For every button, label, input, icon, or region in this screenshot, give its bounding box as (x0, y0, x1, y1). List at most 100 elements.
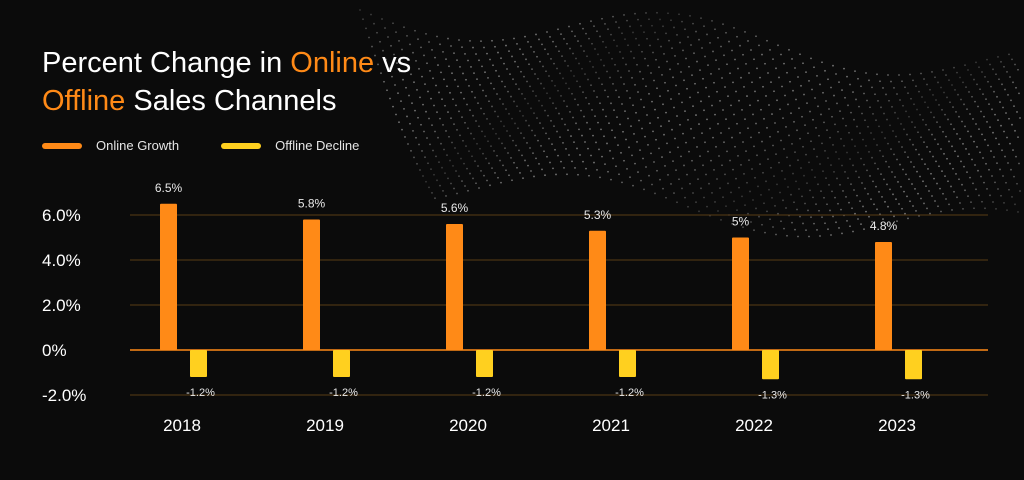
decor-dot (895, 135, 897, 138)
decor-dot (661, 156, 663, 158)
decor-dot (994, 113, 996, 116)
decor-dot (753, 58, 755, 61)
decor-dot (577, 173, 579, 176)
decor-dot (838, 81, 840, 84)
decor-dot (962, 142, 964, 145)
decor-dot (542, 127, 544, 130)
decor-dot (395, 31, 397, 34)
decor-dot (572, 116, 574, 119)
decor-dot (660, 125, 662, 128)
decor-dot (467, 59, 469, 62)
decor-dot (631, 154, 633, 157)
decor-dot (552, 40, 554, 43)
decor-dot (1001, 83, 1003, 86)
decor-dot (617, 144, 619, 147)
decor-dot (780, 220, 782, 223)
decor-dot (802, 145, 804, 148)
decor-dot (438, 161, 440, 164)
decor-dot (768, 188, 770, 191)
decor-dot (489, 184, 491, 187)
decor-dot (990, 85, 992, 88)
decor-dot (411, 102, 413, 105)
decor-dot (535, 33, 537, 36)
decor-dot (926, 83, 928, 86)
decor-dot (1019, 117, 1021, 119)
decor-dot (917, 131, 919, 134)
decor-dot (485, 95, 487, 97)
decor-dot (524, 35, 526, 38)
chart-title: Percent Change in Online vs Offline Sale… (42, 44, 411, 120)
decor-dot (705, 86, 707, 89)
decor-dot (613, 39, 615, 42)
decor-dot (704, 55, 706, 58)
y-tick-label: 6.0% (42, 206, 81, 225)
decor-dot (720, 219, 722, 221)
decor-dot (650, 72, 652, 74)
decor-dot (651, 100, 653, 103)
decor-dot (564, 123, 566, 126)
decor-dot (884, 200, 886, 203)
decor-dot (407, 143, 409, 145)
decor-dot (483, 112, 485, 115)
decor-dot (453, 123, 455, 126)
decor-dot (570, 70, 572, 72)
decor-dot (497, 51, 499, 54)
decor-dot (441, 166, 443, 169)
decor-dot (395, 113, 397, 116)
decor-dot (422, 103, 424, 106)
decor-dot (785, 207, 787, 209)
decor-dot (689, 15, 691, 17)
decor-dot (875, 119, 877, 122)
decor-dot (450, 117, 452, 120)
decor-dot (989, 126, 991, 129)
decor-dot (744, 118, 746, 120)
decor-dot (717, 36, 719, 39)
decor-dot (630, 125, 632, 128)
decor-dot (606, 70, 608, 73)
decor-dot (981, 71, 983, 73)
decor-dot (1017, 136, 1019, 139)
decor-dot (919, 175, 921, 178)
decor-dot (646, 114, 648, 116)
decor-dot (978, 66, 980, 69)
decor-dot (602, 108, 604, 111)
decor-dot (992, 68, 994, 71)
decor-dot (934, 138, 936, 141)
decor-dot (657, 38, 659, 41)
decor-dot (804, 124, 806, 126)
decor-dot (396, 62, 398, 64)
decor-dot (493, 150, 495, 152)
decor-dot (518, 149, 520, 152)
decor-dot (458, 175, 460, 178)
decor-dot (686, 173, 688, 176)
decor-dot (403, 26, 405, 29)
decor-dot (471, 90, 473, 93)
decor-dot (937, 205, 939, 208)
decor-dot (813, 148, 815, 150)
decor-dot (1004, 88, 1006, 91)
decor-dot (406, 115, 408, 118)
decor-dot (578, 128, 580, 131)
decor-dot (859, 132, 861, 135)
decor-dot (621, 32, 623, 35)
decor-dot (771, 113, 773, 115)
decor-dot (415, 136, 417, 139)
decor-dot (583, 50, 585, 52)
decor-dot (896, 158, 898, 161)
decor-dot (440, 71, 442, 74)
decor-dot (761, 140, 763, 143)
decor-dot (933, 116, 935, 119)
decor-dot (467, 189, 469, 192)
decor-dot (778, 76, 780, 79)
decor-dot (564, 60, 566, 62)
decor-dot (497, 176, 499, 179)
decor-dot (412, 129, 414, 132)
data-label-offline: -1.2% (186, 387, 215, 399)
decor-dot (722, 23, 724, 26)
decor-dot (453, 52, 455, 55)
decor-dot (924, 101, 926, 104)
decor-dot (475, 182, 477, 185)
decor-dot (862, 205, 864, 208)
bar-online (446, 224, 463, 350)
decor-dot (678, 13, 680, 16)
